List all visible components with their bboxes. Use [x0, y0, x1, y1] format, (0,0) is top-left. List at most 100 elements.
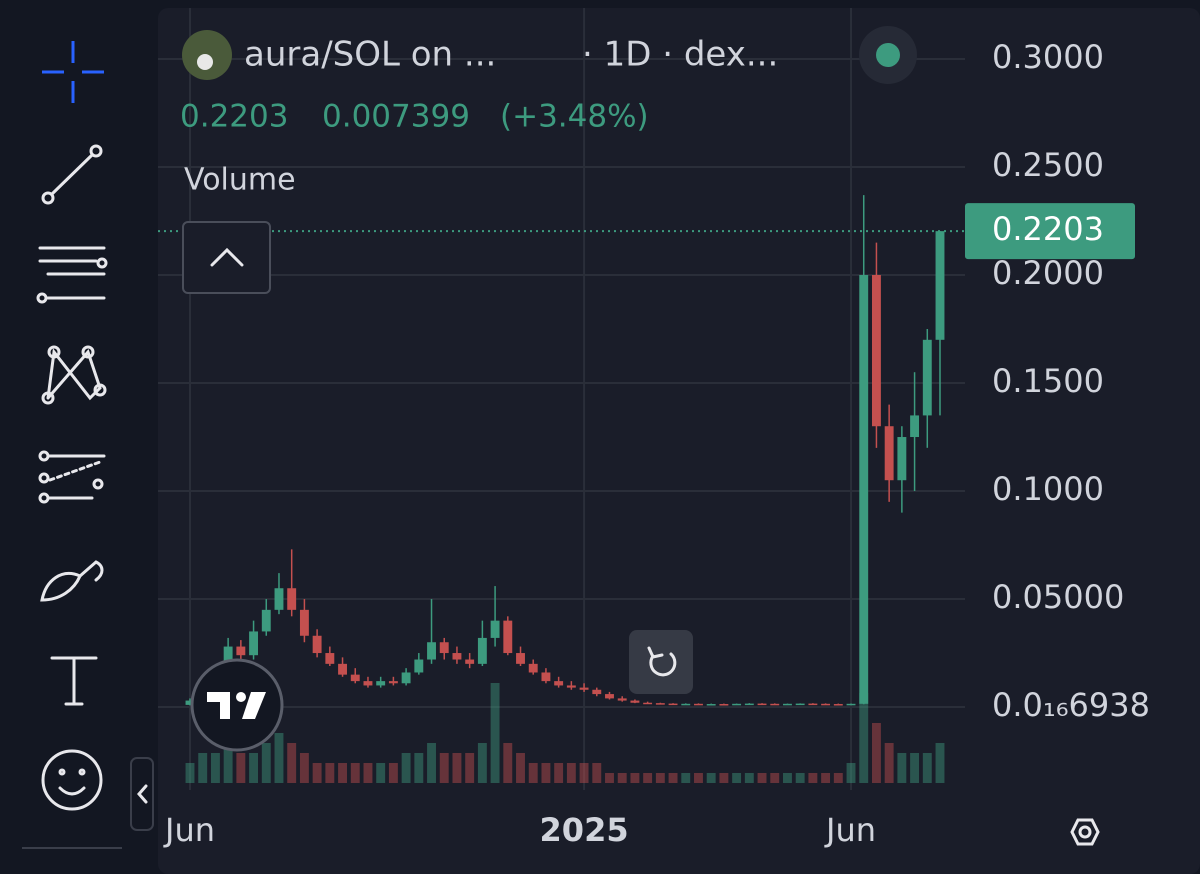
- candle-body: [668, 703, 678, 706]
- fib-tool[interactable]: [36, 246, 108, 304]
- volume-bar: [274, 733, 284, 783]
- candle-body: [363, 681, 373, 686]
- projection-tool[interactable]: [38, 450, 106, 504]
- candle-body: [338, 663, 347, 675]
- volume-bar: [744, 773, 754, 783]
- volume-bar: [935, 743, 945, 783]
- volume-bar: [414, 753, 424, 783]
- volume-bar: [643, 773, 653, 783]
- candle-body: [439, 642, 449, 654]
- volume-bar: [541, 763, 551, 783]
- candle-body: [401, 672, 411, 684]
- reset-button[interactable]: [629, 630, 693, 694]
- volume-bar: [528, 763, 538, 783]
- volume-bar: [376, 763, 386, 783]
- candle-body: [554, 681, 564, 686]
- volume-bar: [579, 763, 589, 783]
- candle-body: [465, 659, 475, 664]
- pattern-tool[interactable]: [41, 345, 107, 405]
- y-tick-label: 0.0₁₆6938: [992, 686, 1150, 724]
- volume-bar: [287, 743, 297, 783]
- volume-bar: [630, 773, 640, 783]
- candle-body: [312, 635, 322, 654]
- volume-bar: [884, 743, 894, 783]
- candle-body: [655, 703, 665, 705]
- candle-body: [833, 704, 843, 706]
- volume-bar: [210, 753, 220, 783]
- volume-bar: [821, 773, 831, 783]
- candle-body: [566, 685, 576, 688]
- text-tool[interactable]: [50, 656, 98, 706]
- volume-bar: [477, 743, 487, 783]
- crosshair-tool[interactable]: [42, 41, 104, 103]
- candle-body: [744, 703, 754, 706]
- volume-bar: [859, 693, 869, 783]
- trend-line-tool[interactable]: [41, 144, 103, 205]
- volume-bar: [503, 743, 513, 783]
- y-tick-label: 0.05000: [992, 578, 1124, 616]
- volume-bar: [427, 743, 436, 783]
- volume-bar: [261, 743, 271, 783]
- candle-body: [719, 704, 729, 706]
- candle-body: [427, 642, 436, 660]
- volume-bar: [554, 763, 564, 783]
- volume-bar: [299, 753, 309, 783]
- candle-body: [795, 703, 805, 706]
- volume-bar: [757, 773, 767, 783]
- candle-body: [884, 426, 894, 481]
- volume-bar: [808, 773, 818, 783]
- volume-label: Volume: [184, 163, 296, 198]
- chart-panel: [158, 8, 1200, 874]
- price-change-percent: (+3.48%): [500, 99, 649, 135]
- candle-body: [274, 588, 284, 610]
- settings-button[interactable]: [1070, 818, 1100, 846]
- collapse-legend-button[interactable]: [182, 221, 271, 294]
- volume-bar: [249, 753, 259, 783]
- candle-body: [871, 275, 881, 427]
- candle-body: [821, 703, 831, 706]
- candle-body: [694, 703, 703, 706]
- plot-area: 0.3000 0.2500 0.2000 0.1500 0.1000 0.05000 0.0…: [158, 8, 1150, 849]
- candle-body: [579, 687, 589, 690]
- last-price-label: 0.2203: [992, 210, 1104, 248]
- candle-body: [757, 703, 767, 706]
- tradingview-logo[interactable]: [190, 658, 284, 752]
- volume-bar: [681, 773, 691, 783]
- price-change: 0.007399: [322, 99, 470, 135]
- candle-body: [681, 703, 691, 706]
- x-tick-label: Jun: [163, 811, 215, 849]
- candle-body: [922, 339, 932, 416]
- volume-bar: [897, 753, 907, 783]
- candle-body: [490, 620, 500, 638]
- y-tick-label: 0.2000: [992, 254, 1104, 292]
- candle-body: [605, 694, 614, 699]
- brush-tool[interactable]: [40, 560, 104, 602]
- candle-body: [846, 703, 856, 706]
- candle-body: [528, 663, 538, 673]
- volume-bar: [490, 683, 500, 783]
- volume-bar: [388, 763, 398, 783]
- candle-body: [477, 637, 487, 664]
- volume-bar: [871, 723, 881, 783]
- candle-body: [414, 659, 424, 673]
- candle-body: [516, 653, 525, 664]
- volume-bar: [516, 753, 525, 783]
- candle-body: [859, 275, 869, 704]
- candle-body: [808, 703, 818, 706]
- y-tick-label: 0.1000: [992, 470, 1104, 508]
- candle-body: [541, 672, 551, 682]
- volume-bar: [783, 773, 792, 783]
- x-tick-label: 2025: [540, 811, 629, 849]
- candle-body: [388, 681, 398, 684]
- volume-bar: [363, 763, 373, 783]
- emoji-tool[interactable]: [41, 749, 103, 811]
- candle-body: [249, 631, 259, 656]
- volume-bar: [605, 773, 614, 783]
- candle-body: [452, 653, 462, 660]
- collapse-toolbar-button[interactable]: [130, 757, 154, 831]
- volume-bar: [350, 763, 360, 783]
- interval-source: · 1D · dex...: [582, 35, 778, 75]
- volume-bar: [719, 773, 729, 783]
- volume-bar: [465, 753, 475, 783]
- volume-bar: [452, 753, 462, 783]
